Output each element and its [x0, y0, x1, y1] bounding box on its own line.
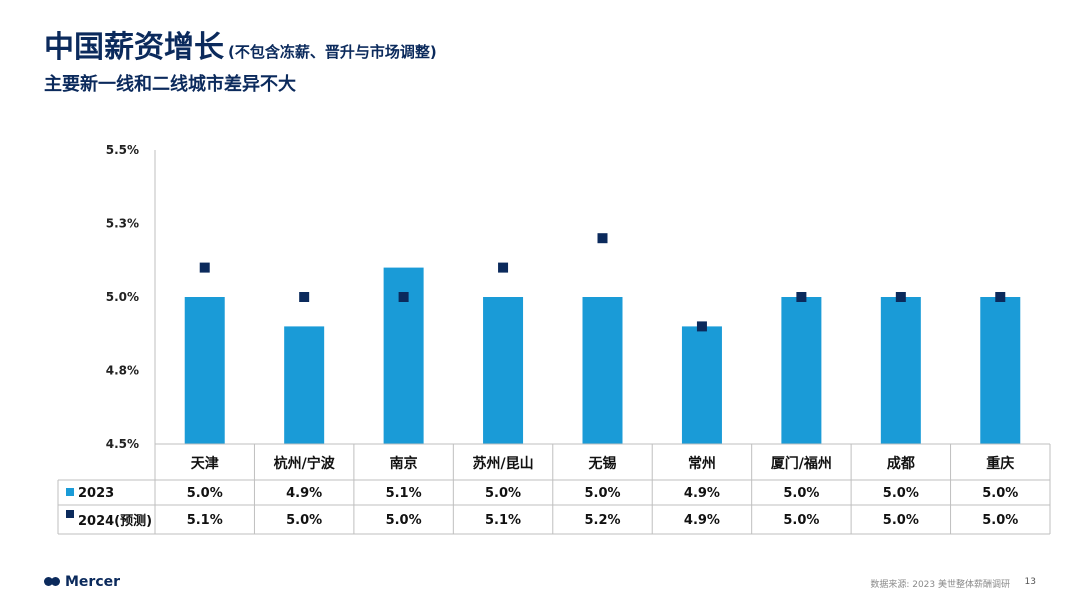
marker-2024: [597, 233, 608, 244]
category-label: 重庆: [986, 455, 1014, 472]
mercer-logo-icon: [44, 576, 60, 588]
value-2024: 5.0%: [783, 513, 819, 528]
value-2023: 5.0%: [485, 486, 521, 501]
marker-2024: [796, 292, 807, 302]
data-source: 数据来源: 2023 美世整体薪酬调研: [870, 580, 1010, 590]
bar-2023: [880, 297, 921, 444]
bar-2023: [483, 297, 524, 444]
value-2024: 5.0%: [982, 513, 1018, 528]
y-tick-label: 5.3%: [106, 217, 139, 231]
value-2023: 5.0%: [187, 486, 223, 501]
category-label: 杭州/宁波: [274, 455, 336, 472]
category-label: 无锡: [588, 455, 617, 472]
logo-text: Mercer: [65, 574, 121, 590]
bar-2023: [681, 326, 722, 444]
legend-2024-swatch: [66, 510, 74, 518]
page-title: 中国薪资增长 (不包含冻薪、晋升与市场调整): [44, 22, 437, 66]
value-2024: 5.0%: [883, 513, 919, 528]
value-2024: 5.1%: [485, 513, 521, 528]
value-2023: 4.9%: [286, 486, 322, 501]
bar-2023: [781, 297, 822, 444]
marker-2024: [199, 262, 210, 273]
bars-layer: [184, 267, 1021, 444]
value-2024: 5.2%: [584, 513, 620, 528]
bar-2023: [582, 297, 623, 444]
y-axis: 5.5% 5.3% 5.0% 4.8% 4.5%: [106, 143, 156, 451]
y-tick-label: 5.0%: [106, 290, 139, 304]
legend-2023-label: 2023: [78, 486, 114, 501]
page-subtitle: 主要新一线和二线城市差异不大: [44, 74, 296, 95]
marker-2024: [895, 292, 906, 302]
category-label: 苏州/昆山: [472, 455, 533, 472]
legend-2024-label: 2024(预测): [78, 513, 152, 529]
mercer-logo: Mercer: [44, 574, 120, 590]
marker-2024: [995, 292, 1006, 302]
category-label: 成都: [887, 455, 915, 472]
bar-2023: [284, 326, 325, 444]
title-main: 中国薪资增长: [44, 30, 224, 65]
value-2024: 5.0%: [386, 513, 422, 528]
y-tick-label: 4.8%: [106, 364, 139, 378]
bar-2023: [980, 297, 1021, 444]
y-tick-label: 4.5%: [106, 437, 139, 451]
category-label: 常州: [688, 455, 716, 472]
value-2024: 5.1%: [187, 513, 223, 528]
value-2024: 4.9%: [684, 513, 720, 528]
category-label: 天津: [191, 455, 219, 472]
value-2023: 5.0%: [783, 486, 819, 501]
bar-2023: [184, 297, 225, 444]
marker-2024: [299, 292, 310, 302]
value-2023: 5.0%: [883, 486, 919, 501]
value-2023: 5.0%: [982, 486, 1018, 501]
value-2023: 4.9%: [684, 486, 720, 501]
value-2024: 5.0%: [286, 513, 322, 528]
y-tick-label: 5.5%: [106, 143, 139, 157]
data-table: 天津 杭州/宁波 南京 苏州/昆山 无锡 常州 厦门/福州 成都 重庆 2023 2024(预测) 5…: [57, 443, 1051, 535]
page-number: 13: [1024, 577, 1036, 587]
title-note: (不包含冻薪、晋升与市场调整): [228, 43, 437, 61]
category-label: 厦门/福州: [771, 455, 832, 472]
legend-2023-swatch: [66, 488, 74, 496]
value-2023: 5.0%: [584, 486, 620, 501]
markers-layer: [199, 233, 1006, 332]
marker-2024: [498, 262, 509, 273]
marker-2024: [696, 321, 707, 332]
marker-2024: [398, 292, 409, 302]
value-2023: 5.1%: [386, 486, 422, 501]
category-label: 南京: [390, 455, 418, 472]
